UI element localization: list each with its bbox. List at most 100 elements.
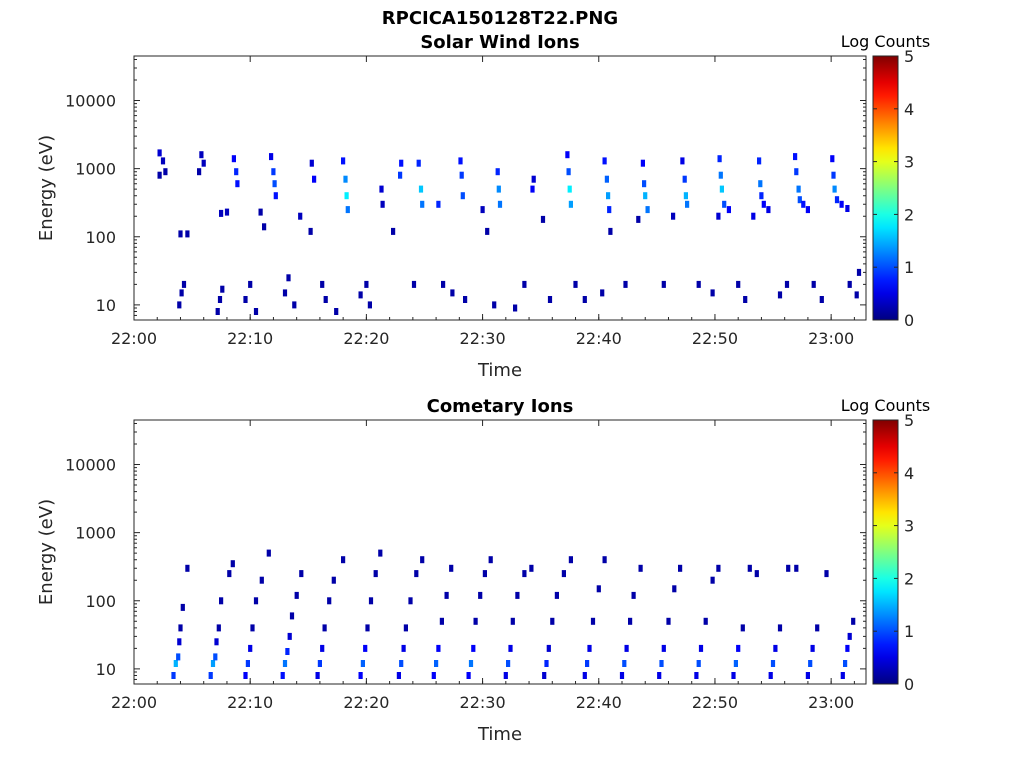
- heatmap-cell: [542, 672, 547, 679]
- heatmap-cell: [513, 304, 518, 312]
- heatmap-cell: [341, 157, 346, 165]
- x-tick-label: 22:40: [576, 329, 622, 348]
- heatmap-cell: [566, 168, 571, 176]
- heatmap-cell: [450, 289, 455, 297]
- colorbar-tick-label: 3: [904, 153, 914, 172]
- heatmap-cell: [784, 280, 790, 288]
- heatmap-cell: [408, 597, 413, 605]
- heatmap-cell: [177, 301, 182, 309]
- heatmap-cell: [492, 301, 497, 309]
- heatmap-cell: [363, 644, 368, 652]
- heatmap-cell: [365, 624, 370, 632]
- heatmap-cell: [531, 175, 536, 183]
- heatmap-cell: [544, 660, 549, 667]
- heatmap-cell: [312, 175, 317, 183]
- heatmap-cell: [740, 624, 745, 632]
- heatmap-cell: [716, 564, 721, 572]
- heatmap-cell: [622, 660, 627, 667]
- heatmap-cell: [819, 296, 824, 303]
- heatmap-cell: [508, 644, 513, 652]
- heatmap-cell: [322, 624, 327, 632]
- heatmap-cell: [754, 570, 759, 578]
- heatmap-cell: [201, 159, 206, 167]
- heatmap-cell: [682, 175, 687, 183]
- y-tick-label: 100: [85, 228, 116, 247]
- heatmap-cell: [420, 200, 425, 208]
- heatmap-cell: [282, 289, 288, 297]
- x-tick-label: 22:20: [343, 693, 389, 712]
- heatmap-cell: [459, 171, 464, 179]
- heatmap-cell: [227, 570, 232, 578]
- heatmap-cell: [797, 196, 802, 204]
- heatmap-cell: [185, 564, 190, 572]
- heatmap-cell: [320, 280, 325, 288]
- panel-title: Solar Wind Ions: [420, 32, 579, 53]
- panel-title: Cometary Ions: [427, 396, 574, 417]
- heatmap-cell: [718, 171, 723, 179]
- x-tick-label: 23:00: [808, 693, 854, 712]
- heatmap-cell: [811, 280, 816, 288]
- heatmap-cell: [561, 570, 566, 578]
- x-tick-label: 22:20: [343, 329, 389, 348]
- heatmap-cell: [360, 660, 365, 667]
- y-axis-label: Energy (eV): [36, 135, 57, 241]
- x-tick-label: 22:50: [692, 329, 738, 348]
- heatmap-cell: [847, 632, 852, 640]
- heatmap-cell: [178, 624, 183, 632]
- heatmap-cell: [546, 644, 551, 652]
- x-tick-label: 23:00: [808, 329, 854, 348]
- heatmap-cell: [243, 296, 248, 303]
- panel-2: 22:00 22:10 22:20 22:30 22:40 22:50 23:0010100…: [36, 396, 930, 745]
- heatmap-cell: [530, 185, 535, 193]
- heatmap-cell: [411, 280, 417, 288]
- heatmap-cell: [210, 660, 216, 667]
- heatmap-cell: [540, 215, 546, 223]
- heatmap-cell: [628, 617, 633, 625]
- heatmap-cell: [834, 196, 840, 204]
- heatmap-cell: [345, 206, 350, 214]
- heatmap-cell: [217, 296, 223, 303]
- heatmap-cell: [224, 208, 230, 216]
- heatmap-cell: [743, 296, 748, 303]
- heatmap-cell: [736, 280, 741, 288]
- heatmap-cell: [694, 672, 699, 679]
- heatmap-cell: [710, 289, 715, 297]
- heatmap-cell: [488, 556, 493, 564]
- heatmap-cell: [398, 171, 403, 179]
- heatmap-cell: [439, 617, 444, 625]
- heatmap-cell: [573, 280, 578, 288]
- heatmap-cell: [845, 644, 850, 652]
- heatmap-cell: [214, 638, 219, 646]
- heatmap-cell: [416, 159, 421, 167]
- heatmap-cell: [522, 280, 527, 288]
- colorbar-label: Log Counts: [841, 396, 931, 415]
- heatmap-cell: [420, 556, 425, 564]
- heatmap-cell: [602, 157, 607, 165]
- heatmap-cell: [568, 556, 573, 564]
- colorbar: [872, 55, 899, 321]
- heatmap-cell: [666, 617, 671, 625]
- heatmap-cell: [379, 185, 384, 193]
- heatmap-cell: [157, 149, 162, 157]
- x-tick-label: 22:00: [111, 693, 157, 712]
- heatmap-cell: [331, 576, 336, 584]
- heatmap-cell: [323, 296, 328, 303]
- heatmap-cell: [286, 274, 291, 282]
- heatmap-cell: [839, 200, 844, 208]
- heatmap-cell: [273, 192, 278, 200]
- heatmap-cell: [436, 200, 441, 208]
- heatmap-cell: [460, 192, 465, 200]
- heatmap-cell: [582, 672, 587, 679]
- heatmap-cell: [831, 171, 836, 179]
- heatmap-cell: [606, 192, 611, 200]
- colorbar-tick-label: 3: [904, 517, 914, 536]
- heatmap-cell: [185, 230, 190, 238]
- heatmap-cell: [463, 296, 468, 303]
- heatmap-cell: [607, 206, 612, 214]
- heatmap-cell: [717, 155, 722, 163]
- heatmap-cell: [364, 280, 369, 288]
- heatmap-cell: [485, 227, 490, 235]
- heatmap-cell: [587, 644, 592, 652]
- heatmap-cell: [623, 280, 628, 288]
- heatmap-cell: [496, 185, 501, 193]
